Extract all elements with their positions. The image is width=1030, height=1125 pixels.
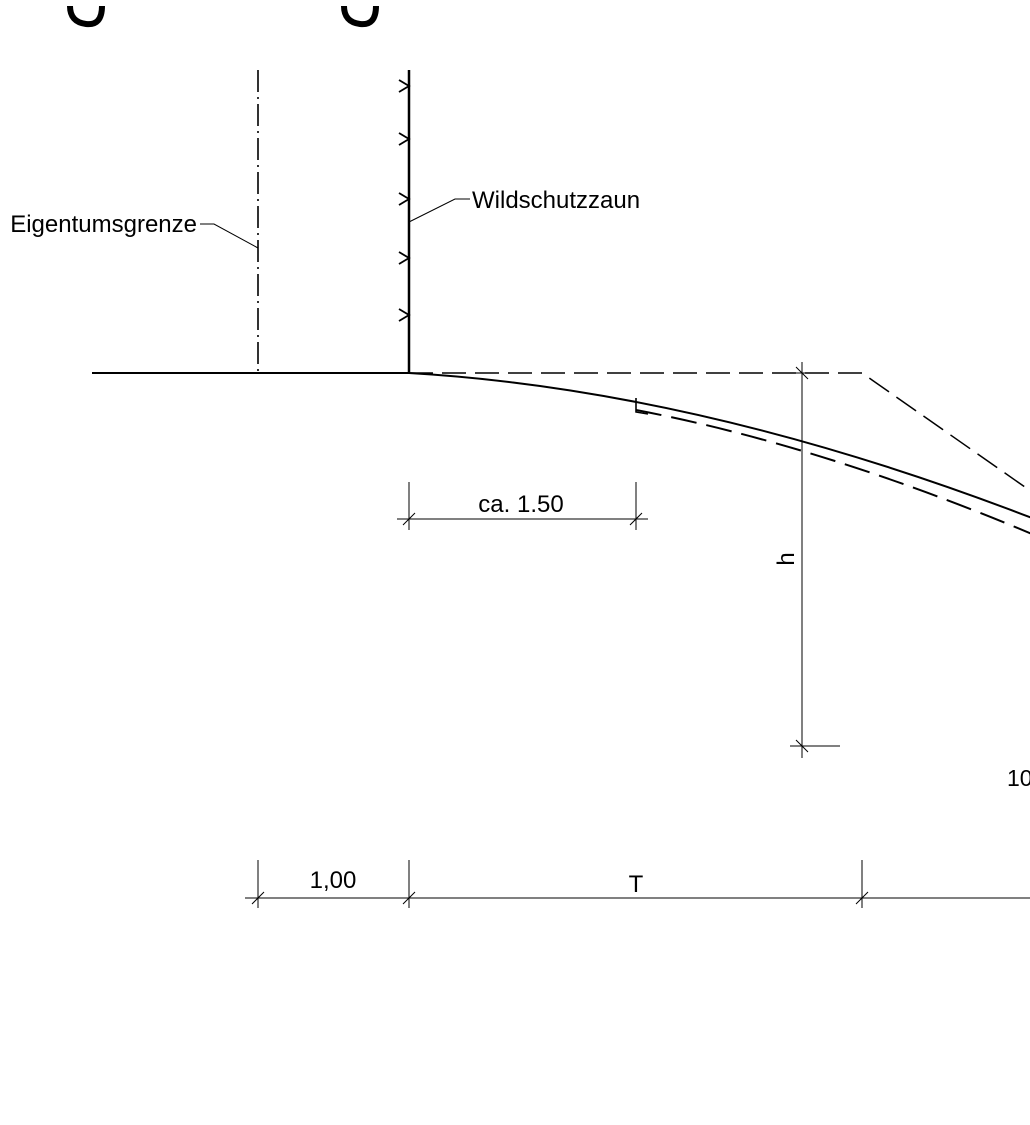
dimension-spacing-label: 1,00 (310, 867, 357, 894)
existing-slope-curve (408, 372, 1030, 519)
planned-level-dashed (409, 372, 1030, 492)
dimension-T-label: T (629, 871, 644, 898)
game-fence (398, 70, 411, 373)
dimension-ca (397, 482, 648, 530)
dimension-chain-bottom (245, 860, 1030, 908)
property-boundary-label: Eigentumsgrenze (10, 211, 197, 238)
title-fragment (67, 5, 379, 28)
fence-leader (408, 198, 470, 223)
fence-label: Wildschutzzaun (472, 187, 640, 214)
offset-slope-dashed (635, 409, 1030, 535)
cut-off-number: 10 (1007, 765, 1030, 791)
property-boundary-leader (200, 223, 259, 249)
dimension-h (790, 362, 840, 758)
offset-start-mark (635, 398, 649, 415)
dimension-ca-label: ca. 1.50 (478, 491, 563, 518)
dimension-h-label: h (773, 552, 800, 565)
